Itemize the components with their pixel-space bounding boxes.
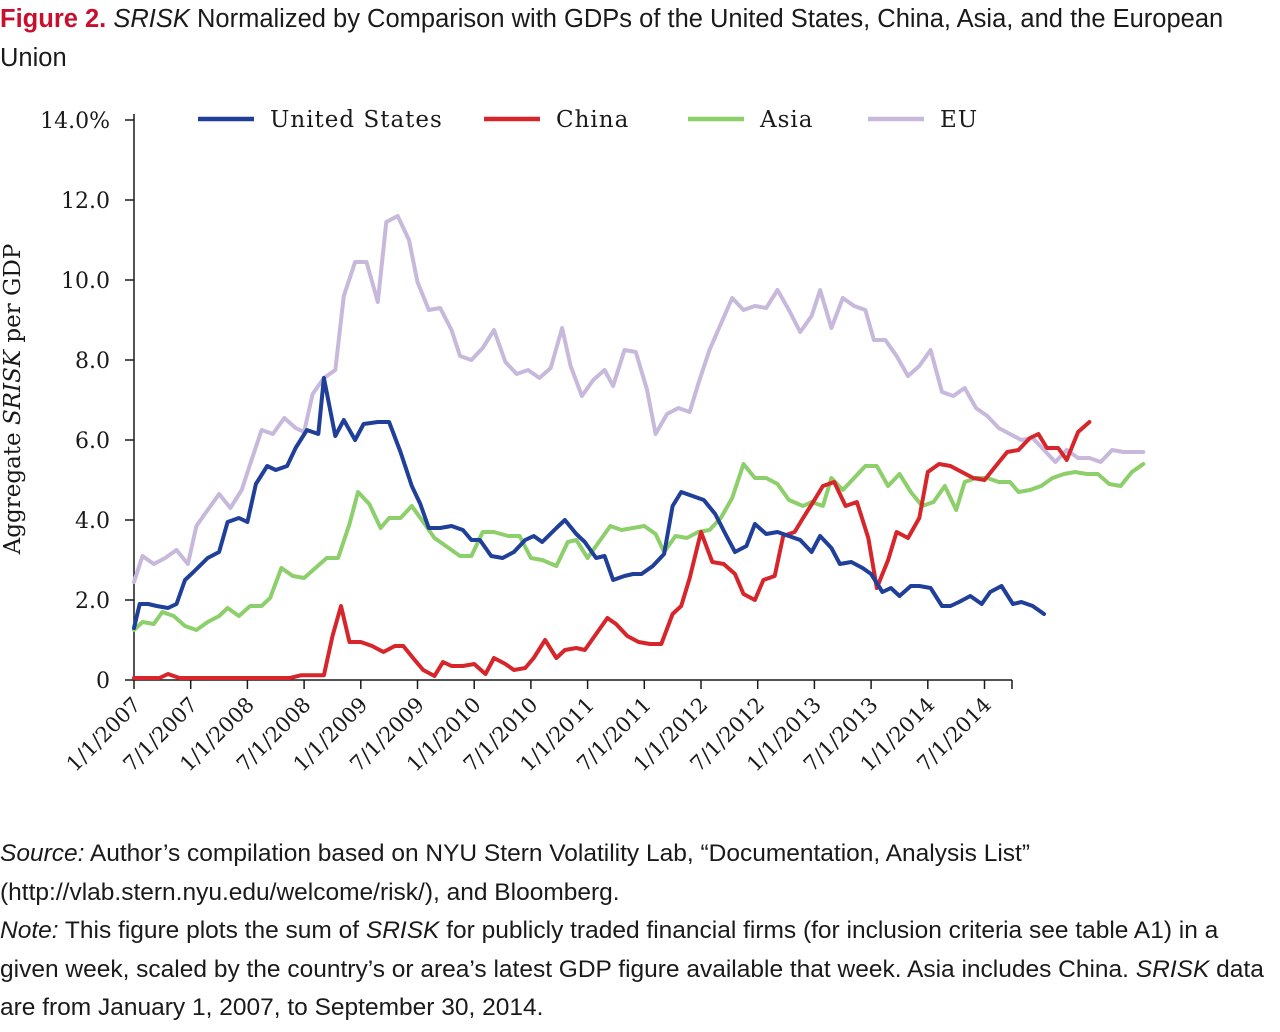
source-text: Author’s compilation based on NYU Stern … [0,840,1030,906]
caption-italic-srisk: SRISK [113,5,190,33]
x-axis: 1/1/20077/1/20071/1/20087/1/20081/1/2009… [62,679,1013,776]
y-axis-label: Aggregate SRISK per GDP [0,244,26,556]
legend-label: EU [940,107,978,133]
legend-label: China [556,107,629,133]
legend-label: Asia [759,107,813,133]
series-line-asia [132,462,1146,632]
source-note: Source: Author’s compilation based on NY… [0,835,1280,912]
line-chart: 0 2.0 4.0 6.0 8.0 10.0 12.0 14.0% 1/1/20077/1/2… [0,107,1146,776]
caption-title-text: Normalized by Comparison with GDPs of th… [0,5,1224,72]
series-line-eu [132,214,1146,584]
legend-label: United States [270,107,443,133]
y-tick-label: 2.0 [75,589,110,614]
figure-notes: Source: Author’s compilation based on NY… [0,835,1280,1028]
figure-label: Figure 2. [0,5,107,33]
legend: United States China Asia EU [198,107,978,133]
series-line-china [132,420,1092,680]
series-layer [132,214,1146,680]
series-line-united-states [132,376,1046,630]
note-label: Note: [0,917,59,944]
source-label: Source: [0,840,85,867]
note-text: for publicly traded financial firms (for… [0,917,1219,983]
y-tick-label: 12.0 [61,189,110,214]
y-tick-label: 10.0 [61,269,110,294]
y-tick-label: 6.0 [75,429,110,454]
note-text: This figure plots the sum of [58,917,366,944]
figure-caption: Figure 2. SRISK Normalized by Comparison… [0,0,1275,78]
y-tick-label: 0 [96,669,110,694]
note-italic-srisk: SRISK [1135,955,1210,983]
note-text: data are from January 1, 2007, to Septem… [0,955,1264,1022]
figure-note: Note: This figure plots the sum of SRISK… [0,912,1280,1028]
y-axis: 0 2.0 4.0 6.0 8.0 10.0 12.0 14.0% [40,109,135,694]
y-tick-label: 8.0 [75,349,110,374]
note-italic-srisk: SRISK [365,917,440,944]
y-tick-label: 4.0 [75,509,110,534]
y-tick-label: 14.0% [40,109,110,134]
